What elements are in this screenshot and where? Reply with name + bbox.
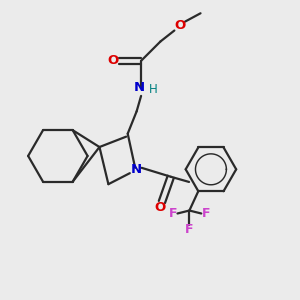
Text: F: F <box>202 207 210 220</box>
Text: N: N <box>134 81 145 94</box>
Text: H: H <box>149 82 158 96</box>
Text: F: F <box>185 223 194 236</box>
Text: F: F <box>169 207 177 220</box>
Text: O: O <box>107 54 118 67</box>
Text: O: O <box>155 201 166 214</box>
Text: N: N <box>131 163 142 176</box>
Text: O: O <box>174 19 185 32</box>
